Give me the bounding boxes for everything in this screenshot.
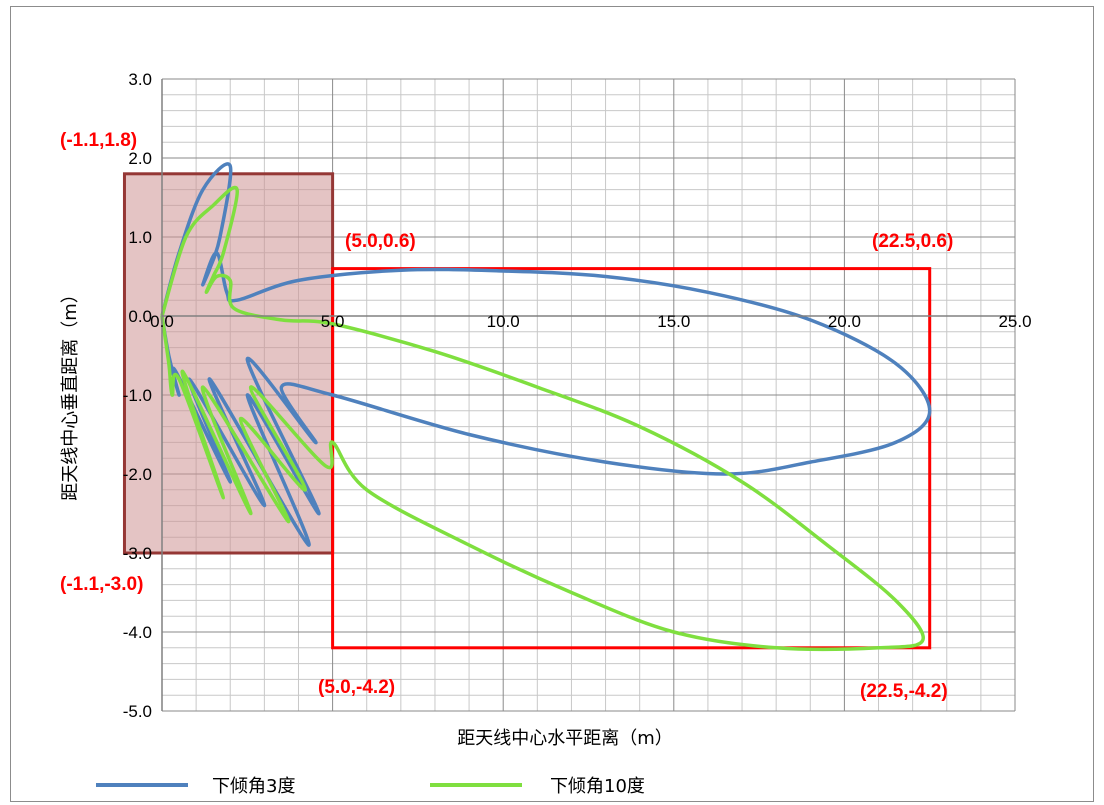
annotation-label: (5.0,0.6) <box>345 231 416 252</box>
legend: 下倾角3度 下倾角10度 <box>96 776 645 797</box>
y-tick-label: 0.0 <box>128 307 152 326</box>
major-gridlines <box>161 78 1016 712</box>
y-tick-label: 3.0 <box>128 70 152 89</box>
y-tick-label: 2.0 <box>128 149 152 168</box>
x-tick-label: 0.0 <box>150 312 174 331</box>
y-tick-label: -1.0 <box>123 386 152 405</box>
annotation-label: (22.5,0.6) <box>872 231 953 252</box>
annotation-label: (-1.1,1.8) <box>60 130 137 151</box>
y-axis-title: 距天线中心垂直距离（m） <box>60 285 81 501</box>
x-tick-label: 25.0 <box>998 312 1031 331</box>
x-axis-title: 距天线中心水平距离（m） <box>457 728 673 749</box>
annotation-label: (22.5,-4.2) <box>860 681 948 702</box>
annotation-label: (5.0,-4.2) <box>318 677 395 698</box>
y-tick-label: -3.0 <box>123 544 152 563</box>
legend-label-series-1: 下倾角3度 <box>212 776 295 797</box>
y-tick-label: 1.0 <box>128 228 152 247</box>
annotation-label: (-1.1,-3.0) <box>60 574 143 595</box>
axes <box>161 79 1015 711</box>
x-tick-label: 5.0 <box>321 312 345 331</box>
series-line-2 <box>160 185 925 652</box>
series-lines <box>160 162 932 652</box>
legend-label-series-2: 下倾角10度 <box>550 776 645 797</box>
annotations: (-1.1,1.8) (-1.1,-3.0) (5.0,0.6) (22.5,0.6)… <box>60 130 953 702</box>
x-tick-label: 15.0 <box>657 312 690 331</box>
y-tick-label: -4.0 <box>123 623 152 642</box>
x-tick-label: 10.0 <box>487 312 520 331</box>
x-tick-label: 20.0 <box>828 312 861 331</box>
tick-labels: 0.0 5.0 10.0 15.0 20.0 25.0 3.0 2.0 1.0 0.0 -1.0 -2… <box>123 70 1032 721</box>
y-tick-label: -5.0 <box>123 702 152 721</box>
series-line-1 <box>160 162 932 547</box>
y-tick-label: -2.0 <box>123 465 152 484</box>
